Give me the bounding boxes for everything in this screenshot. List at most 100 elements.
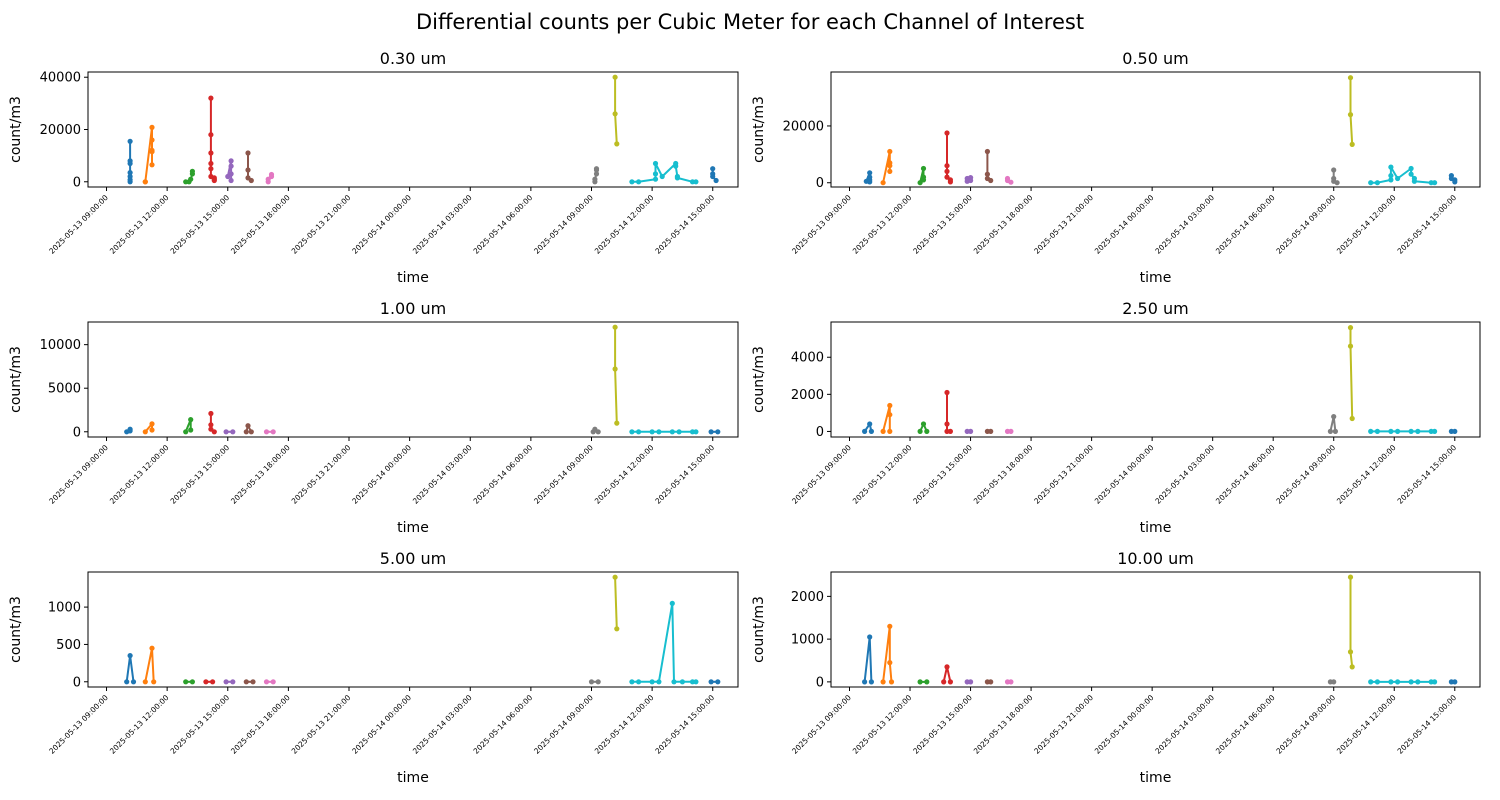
data-point [968, 177, 974, 184]
x-axis-label: time [397, 270, 429, 286]
series-line [631, 602, 696, 683]
data-point [629, 429, 635, 435]
x-tick-label: 2025-05-13 12:00:00 [108, 693, 171, 756]
axes-frame [87, 321, 739, 438]
subplot-title: 5.00 um [380, 549, 446, 568]
data-point [127, 160, 133, 167]
axes-frame [87, 571, 739, 688]
data-point [636, 429, 642, 435]
data-point [1008, 428, 1014, 434]
data-point [208, 160, 214, 167]
data-point [868, 679, 875, 685]
x-tick-label: 2025-05-14 03:00:00 [1153, 693, 1216, 756]
x-axis-label: time [397, 770, 429, 786]
y-tick-label: 0 [73, 175, 81, 190]
x-tick-label: 2025-05-14 15:00:00 [1396, 193, 1459, 256]
y-tick-label: 20000 [783, 119, 824, 134]
data-point [614, 626, 620, 632]
data-point [708, 429, 714, 435]
data-point [867, 170, 873, 176]
data-point [1374, 428, 1380, 434]
data-point [1452, 679, 1458, 685]
x-tick-label: 2025-05-13 15:00:00 [911, 193, 974, 256]
data-point [693, 679, 699, 685]
data-point [649, 429, 655, 435]
series-line [125, 654, 135, 682]
data-point [1331, 679, 1337, 685]
x-axis-label: time [1140, 270, 1172, 286]
data-point [1008, 179, 1014, 185]
x-tick-label: 2025-05-14 00:00:00 [350, 193, 413, 256]
x-tick-label: 2025-05-13 12:00:00 [108, 193, 171, 256]
data-point [228, 163, 234, 169]
x-tick-label: 2025-05-14 09:00:00 [1274, 443, 1337, 506]
data-point [679, 679, 686, 685]
data-point [1331, 167, 1337, 173]
x-tick-label: 2025-05-14 09:00:00 [532, 193, 595, 256]
data-point [127, 179, 133, 185]
y-tick-label: 1000 [48, 601, 81, 616]
y-tick-label: 2000 [791, 590, 824, 605]
x-tick-label: 2025-05-14 15:00:00 [653, 693, 716, 756]
data-point [189, 168, 195, 174]
data-point [867, 179, 873, 185]
x-tick-label: 2025-05-13 21:00:00 [290, 443, 353, 506]
data-point [142, 679, 148, 685]
x-tick-label: 2025-05-14 03:00:00 [411, 193, 474, 256]
data-point [149, 124, 155, 130]
data-point [1388, 428, 1394, 434]
data-point [228, 177, 234, 184]
y-tick-label: 0 [816, 176, 824, 191]
y-tick-label: 2000 [791, 388, 824, 403]
subplot-title: 1.00 um [380, 299, 446, 318]
data-point [924, 679, 930, 685]
data-point [263, 679, 270, 685]
data-point [614, 141, 620, 147]
data-point [659, 173, 665, 180]
data-point [127, 428, 133, 434]
data-point [211, 177, 217, 184]
data-point [1347, 649, 1354, 655]
data-point [715, 679, 721, 685]
x-tick-label: 2025-05-14 09:00:00 [1274, 193, 1337, 256]
x-tick-label: 2025-05-14 12:00:00 [1335, 443, 1398, 506]
data-point [924, 428, 930, 434]
x-tick-label: 2025-05-13 09:00:00 [790, 443, 853, 506]
x-tick-label: 2025-05-14 15:00:00 [653, 443, 716, 506]
series-line [614, 577, 618, 629]
x-tick-label: 2025-05-13 18:00:00 [972, 693, 1035, 756]
data-point [1347, 325, 1354, 331]
data-point [968, 428, 974, 434]
axes-frame [830, 321, 1481, 438]
data-point [595, 679, 601, 685]
x-tick-label: 2025-05-13 15:00:00 [168, 693, 231, 756]
y-tick-label: 4000 [791, 351, 824, 366]
x-tick-label: 2025-05-14 12:00:00 [1335, 193, 1398, 256]
data-point [1349, 415, 1355, 422]
x-tick-label: 2025-05-14 00:00:00 [1093, 193, 1156, 256]
x-tick-label: 2025-05-14 06:00:00 [472, 443, 535, 506]
data-point [1395, 428, 1401, 434]
series-line [614, 327, 618, 424]
y-tick-label: 20000 [40, 123, 81, 138]
data-point [211, 429, 217, 435]
data-point [268, 171, 275, 178]
x-axis-label: time [1140, 770, 1172, 786]
x-tick-label: 2025-05-13 21:00:00 [1032, 693, 1095, 756]
series-line [144, 126, 153, 182]
axes-frame [87, 71, 739, 188]
x-tick-label: 2025-05-13 18:00:00 [229, 693, 292, 756]
data-point [183, 429, 189, 435]
data-point [124, 679, 130, 685]
y-tick-label: 5000 [48, 382, 81, 397]
data-point [183, 679, 189, 685]
data-point [988, 428, 994, 434]
data-point [968, 679, 974, 685]
y-tick-label: 0 [816, 675, 824, 690]
data-point [656, 429, 662, 435]
data-point [188, 427, 194, 433]
x-tick-label: 2025-05-13 09:00:00 [790, 693, 853, 756]
data-point [270, 679, 276, 685]
